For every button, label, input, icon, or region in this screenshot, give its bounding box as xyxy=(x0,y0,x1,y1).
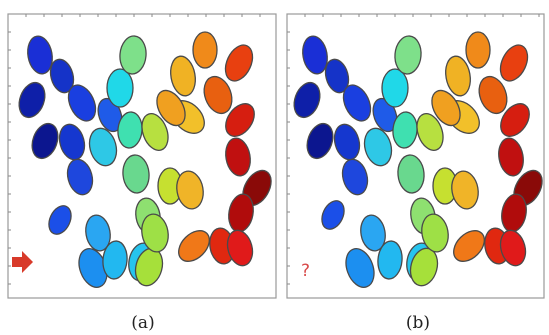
cell-a-33 xyxy=(225,137,251,177)
cell-a-37 xyxy=(226,229,254,267)
cell-b-30 xyxy=(478,75,508,115)
cell-b-19 xyxy=(397,154,425,194)
cell-a-32 xyxy=(225,103,255,137)
cell-a-30 xyxy=(203,75,233,115)
cell-a-22 xyxy=(141,213,169,253)
cell-b-8 xyxy=(321,200,345,230)
panel-b-cells xyxy=(293,31,543,288)
cell-a-26 xyxy=(156,89,186,127)
cell-b-20 xyxy=(416,113,444,151)
cell-a-29 xyxy=(178,230,210,262)
cell-b-24 xyxy=(445,55,471,97)
cell-a-19 xyxy=(122,154,150,194)
cell-a-24 xyxy=(170,55,196,97)
cell-a-3 xyxy=(18,81,46,119)
cell-b-31 xyxy=(499,44,529,82)
cell-a-10 xyxy=(85,214,111,252)
cell-b-27 xyxy=(451,170,479,210)
cell-b-5 xyxy=(306,122,334,160)
panel-a-caption: (a) xyxy=(131,313,154,333)
cell-b-26 xyxy=(431,89,461,127)
cell-b-29 xyxy=(453,230,485,262)
cell-b-37 xyxy=(499,229,527,267)
cell-a-9 xyxy=(66,158,94,196)
cell-a-2 xyxy=(49,58,75,94)
arrow-marker xyxy=(12,251,33,273)
cell-b-33 xyxy=(498,137,524,177)
cell-b-14 xyxy=(381,68,409,108)
cell-b-32 xyxy=(500,103,530,137)
cell-a-28 xyxy=(192,31,218,69)
cell-a-4 xyxy=(67,84,97,122)
cell-b-22 xyxy=(421,213,449,253)
cell-b-16 xyxy=(394,35,422,75)
panel-b: ? (b) xyxy=(286,13,545,333)
cell-b-4 xyxy=(342,84,372,122)
panel-a: (a) xyxy=(7,13,277,333)
cell-a-27 xyxy=(176,170,204,210)
arrow-icon xyxy=(12,251,33,273)
cell-b-12 xyxy=(377,240,403,280)
panel-b-caption: (b) xyxy=(406,313,430,333)
cell-b-3 xyxy=(293,81,321,119)
cell-a-5 xyxy=(31,122,59,160)
cell-b-11 xyxy=(345,248,375,288)
cell-a-12 xyxy=(102,240,128,280)
cell-a-31 xyxy=(224,44,254,82)
cell-a-8 xyxy=(48,205,72,235)
cell-b-28 xyxy=(465,31,491,69)
cell-a-14 xyxy=(106,68,134,108)
cell-a-1 xyxy=(27,35,53,75)
panel-b-ticks xyxy=(287,14,540,285)
cell-b-1 xyxy=(302,35,328,75)
panel-a-ticks xyxy=(8,14,261,285)
cell-a-15 xyxy=(88,127,118,167)
question-marker: ? xyxy=(301,261,310,281)
cell-b-9 xyxy=(341,158,369,196)
cell-b-2 xyxy=(324,58,350,94)
panel-a-cells xyxy=(18,31,272,288)
cell-a-16 xyxy=(119,35,147,75)
cell-b-10 xyxy=(360,214,386,252)
cell-a-20 xyxy=(141,113,169,151)
cell-b-15 xyxy=(363,127,393,167)
